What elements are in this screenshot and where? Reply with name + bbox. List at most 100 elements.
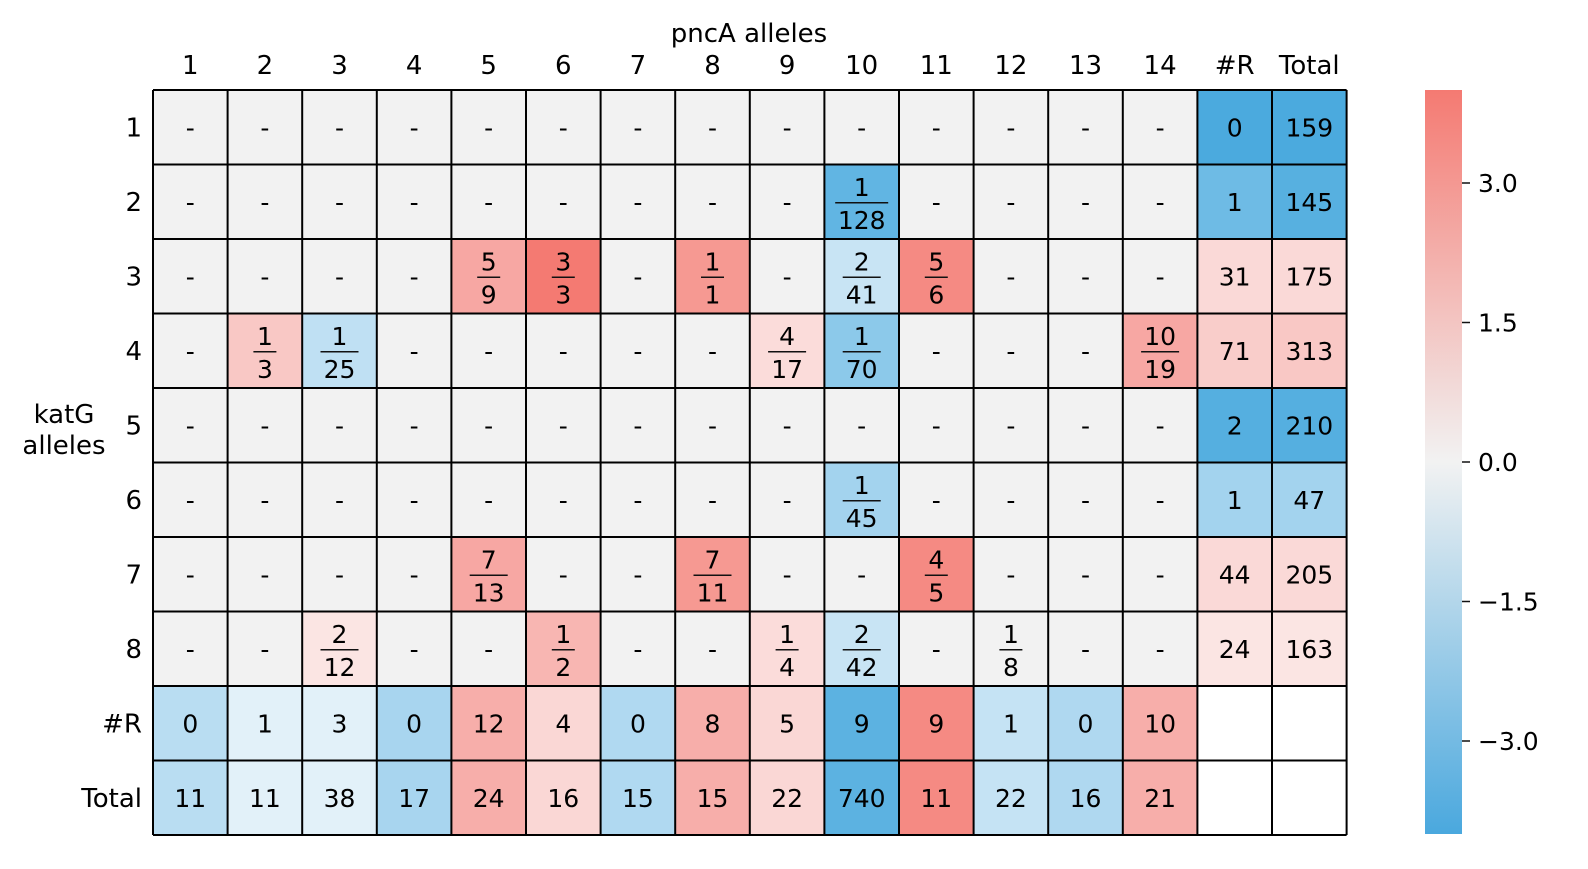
heatmap-cell: - — [227, 611, 303, 686]
cell-value: 313 — [1285, 337, 1333, 366]
cell-fill — [899, 388, 974, 463]
heatmap-cell: - — [1122, 90, 1198, 165]
cell-value: - — [932, 337, 941, 366]
cell-fill — [451, 462, 526, 537]
cell-fill — [749, 611, 825, 686]
heatmap-cell: - — [153, 90, 228, 165]
heatmap-cell: 10 — [1122, 686, 1198, 761]
cell-value: - — [1156, 188, 1165, 217]
cell-value: - — [410, 560, 419, 589]
cell-value: - — [1156, 113, 1165, 142]
cell-value: 0 — [182, 709, 198, 738]
cell-value: 175 — [1285, 262, 1333, 291]
cell-fill — [376, 90, 452, 165]
column-label: 12 — [994, 51, 1027, 81]
heatmap-cell: - — [675, 164, 750, 239]
heatmap-cell: 170 — [824, 313, 899, 388]
cell-value: - — [484, 635, 493, 664]
cell-denominator: 1 — [705, 280, 721, 309]
cell-fill — [1048, 611, 1123, 686]
heatmap-cell: 711 — [675, 537, 750, 612]
heatmap-cell: 5 — [749, 686, 825, 761]
cell-fill — [973, 239, 1049, 314]
heatmap-cell: 175 — [1272, 239, 1347, 314]
cell-value: 0 — [1227, 113, 1243, 142]
heatmap-cell: - — [451, 90, 526, 165]
cell-value: - — [633, 486, 642, 515]
cell-fill — [824, 462, 899, 537]
heatmap-cell: - — [376, 90, 452, 165]
cell-fill — [302, 313, 377, 388]
cell-value: - — [260, 411, 269, 440]
cell-numerator: 2 — [854, 247, 870, 276]
cell-fill — [1197, 686, 1272, 761]
cell-value: 1 — [257, 709, 273, 738]
heatmap-cell: 15 — [600, 760, 676, 835]
cell-numerator: 7 — [481, 545, 497, 574]
cell-fill — [973, 388, 1049, 463]
cell-fill — [1122, 239, 1198, 314]
colorbar: 3.0 1.5 0.0 −1.5 −3.0 — [1425, 90, 1539, 834]
cell-fill — [824, 313, 899, 388]
cell-fill — [376, 760, 452, 835]
heatmap-cell: - — [899, 90, 974, 165]
heatmap-cell: 21 — [1122, 760, 1198, 835]
cell-fill — [302, 388, 377, 463]
cell-value: 9 — [854, 709, 870, 738]
heatmap-cell — [1197, 760, 1272, 835]
cell-value: - — [260, 486, 269, 515]
heatmap-cell: 14 — [749, 611, 825, 686]
cell-fill — [1272, 686, 1347, 761]
heatmap-cell: - — [451, 164, 526, 239]
cell-value: - — [783, 113, 792, 142]
heatmap-cell: 22 — [973, 760, 1049, 835]
heatmap-cell: - — [973, 388, 1049, 463]
cell-fill — [302, 462, 377, 537]
cell-value: 159 — [1285, 113, 1333, 142]
cell-fill — [824, 388, 899, 463]
cell-denominator: 6 — [928, 280, 944, 309]
cell-value: - — [783, 411, 792, 440]
cell-denominator: 13 — [473, 578, 505, 607]
cell-value: - — [708, 635, 717, 664]
heatmap-cell: - — [526, 537, 601, 612]
heatmap-cell: - — [749, 239, 825, 314]
cell-value: 0 — [1078, 709, 1094, 738]
cell-fill — [600, 537, 676, 612]
heatmap-cell: 0 — [376, 686, 452, 761]
heatmap-cell: - — [376, 611, 452, 686]
heatmap-cell: - — [749, 164, 825, 239]
heatmap-cell: - — [153, 164, 228, 239]
cell-fill — [1272, 239, 1347, 314]
heatmap-cell: - — [600, 388, 676, 463]
heatmap-cell: - — [376, 388, 452, 463]
heatmap-cell: 713 — [451, 537, 526, 612]
heatmap-cell: - — [600, 537, 676, 612]
heatmap-cell: 16 — [526, 760, 601, 835]
cell-value: - — [410, 635, 419, 664]
heatmap-cell: 1 — [1197, 164, 1272, 239]
heatmap-cell: - — [749, 462, 825, 537]
cell-fill — [675, 90, 750, 165]
cell-value: - — [1006, 188, 1015, 217]
heatmap-cell: 125 — [302, 313, 377, 388]
cell-value: 0 — [406, 709, 422, 738]
heatmap-cell — [1272, 760, 1347, 835]
cell-value: - — [335, 262, 344, 291]
heatmap-cell: 18 — [973, 611, 1049, 686]
cell-value: - — [857, 113, 866, 142]
heatmap-cell: - — [1048, 388, 1123, 463]
heatmap-cell: - — [899, 611, 974, 686]
cell-fill — [1197, 164, 1272, 239]
cell-fill — [824, 760, 899, 835]
cell-fill — [600, 388, 676, 463]
cell-fill — [675, 462, 750, 537]
row-label: 1 — [125, 113, 142, 143]
cell-numerator: 7 — [705, 545, 721, 574]
cell-value: 4 — [555, 709, 571, 738]
cell-value: - — [633, 113, 642, 142]
cell-value: - — [932, 486, 941, 515]
cell-value: - — [186, 560, 195, 589]
